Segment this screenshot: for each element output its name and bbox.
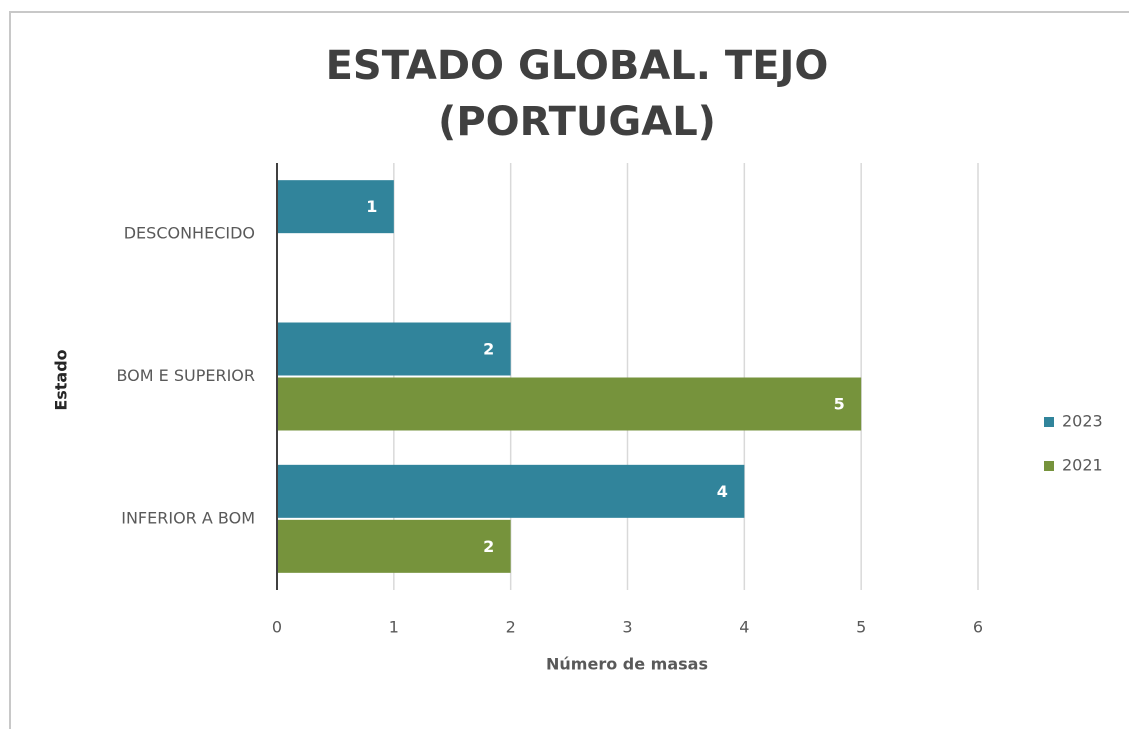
bar	[277, 519, 511, 573]
x-tick-label: 3	[622, 618, 632, 637]
chart-title: (PORTUGAL)	[438, 99, 716, 145]
legend-swatch	[1044, 417, 1054, 427]
data-label: 2	[483, 537, 494, 556]
legend-label: 2023	[1062, 412, 1103, 431]
data-label: 2	[483, 340, 494, 359]
y-axis-label: Estado	[52, 349, 71, 410]
x-tick-label: 5	[856, 618, 866, 637]
y-tick-label: BOM E SUPERIOR	[116, 366, 255, 385]
bar	[277, 322, 511, 376]
bar	[277, 377, 862, 431]
x-axis-label: Número de masas	[546, 655, 708, 674]
x-tick-label: 4	[739, 618, 749, 637]
legend-swatch	[1044, 461, 1054, 471]
bar	[277, 464, 745, 518]
x-tick-label: 6	[973, 618, 983, 637]
chart-title: ESTADO GLOBAL. TEJO	[326, 43, 829, 89]
data-label: 5	[834, 395, 845, 414]
y-tick-label: INFERIOR A BOM	[121, 508, 255, 527]
frame	[9, 11, 1129, 729]
data-label: 4	[717, 482, 728, 501]
x-tick-label: 0	[272, 618, 282, 637]
data-label: 1	[366, 197, 377, 216]
x-tick-label: 2	[506, 618, 516, 637]
x-tick-label: 1	[389, 618, 399, 637]
y-tick-label: DESCONHECIDO	[124, 224, 255, 243]
bar	[277, 180, 394, 234]
legend-label: 2021	[1062, 456, 1103, 475]
